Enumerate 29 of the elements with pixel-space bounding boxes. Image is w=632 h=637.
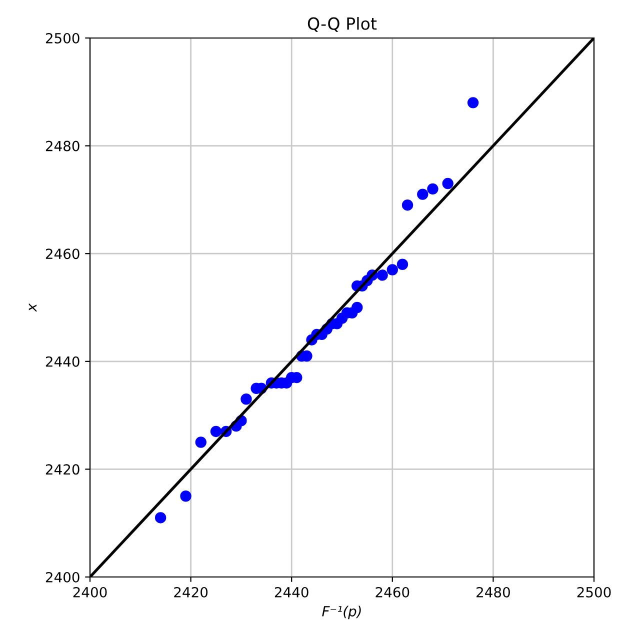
point xyxy=(240,394,252,405)
point xyxy=(442,178,454,190)
point xyxy=(396,258,408,270)
point xyxy=(402,199,414,211)
point xyxy=(210,426,222,438)
point xyxy=(154,512,166,524)
y-tick-label: 2480 xyxy=(46,140,80,152)
x-tick-label: 2400 xyxy=(73,586,107,598)
point xyxy=(467,97,479,108)
y-axis-title: x xyxy=(28,303,36,312)
point xyxy=(417,188,428,200)
point xyxy=(352,302,363,314)
point xyxy=(386,264,398,276)
y-tick-label: 2500 xyxy=(46,32,80,44)
point xyxy=(180,490,192,502)
point xyxy=(195,436,206,448)
x-tick-label: 2480 xyxy=(476,586,510,598)
x-axis-title: F⁻¹(p) xyxy=(322,606,361,620)
point xyxy=(427,183,438,195)
y-tick-label: 2420 xyxy=(46,464,80,475)
x-tick-label: 2440 xyxy=(274,586,308,598)
y-tick-label: 2400 xyxy=(46,572,80,582)
x-tick-label: 2460 xyxy=(376,586,410,598)
y-tick-label: 2440 xyxy=(46,356,80,367)
chart-title: Q-Q Plot xyxy=(308,17,377,32)
point xyxy=(376,270,388,281)
y-tick-label: 2460 xyxy=(46,248,80,260)
x-tick-label: 2500 xyxy=(577,586,611,598)
x-tick-label: 2420 xyxy=(174,586,208,598)
